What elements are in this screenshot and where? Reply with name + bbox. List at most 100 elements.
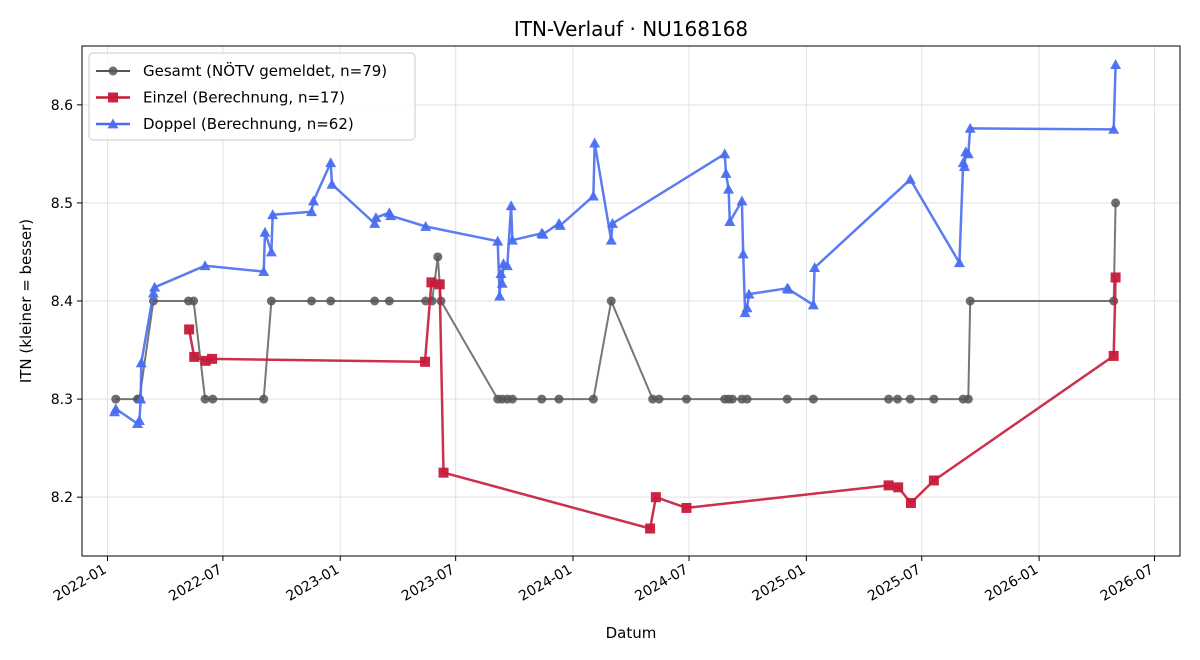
- data-point: [905, 394, 915, 404]
- data-point: [199, 260, 211, 271]
- data-point: [681, 502, 692, 513]
- legend-swatch-marker: [107, 118, 119, 129]
- data-point: [607, 218, 619, 228]
- data-point: [307, 195, 319, 206]
- data-point: [266, 296, 276, 306]
- legend-swatch-marker: [108, 92, 118, 103]
- legend-label: Gesamt (NÖTV gemeldet, n=79): [143, 61, 387, 80]
- data-point: [133, 415, 145, 426]
- data-point: [964, 122, 976, 133]
- data-point: [963, 394, 973, 404]
- data-point: [650, 492, 661, 503]
- legend-item: Gesamt (NÖTV gemeldet, n=79): [96, 61, 387, 80]
- data-point: [110, 403, 122, 414]
- y-axis-label: ITN (kleiner = besser): [17, 219, 35, 383]
- series-square: [184, 272, 1121, 534]
- legend-label: Doppel (Berechnung, n=62): [143, 115, 354, 133]
- data-point: [554, 394, 564, 404]
- data-point: [537, 228, 549, 239]
- data-point: [369, 218, 381, 228]
- data-point: [506, 234, 518, 245]
- data-point: [1109, 296, 1119, 306]
- x-tick-label: 2022-07: [166, 562, 225, 605]
- data-point: [370, 212, 382, 223]
- data-point: [370, 296, 380, 306]
- data-point: [782, 394, 792, 404]
- data-point: [189, 351, 200, 362]
- data-point: [741, 302, 753, 313]
- legend-box: [88, 52, 416, 141]
- axes: 2022-01 2022-07 2023-01 2023-07 2024-01 2024-…: [51, 98, 1157, 605]
- data-point: [1108, 350, 1119, 361]
- data-point: [149, 281, 161, 292]
- data-point: [654, 394, 664, 404]
- y-tick-label: 8.6: [51, 98, 73, 114]
- data-point: [736, 195, 748, 206]
- data-point: [325, 157, 337, 168]
- data-point: [111, 394, 121, 404]
- data-point: [307, 296, 317, 306]
- x-tick-label: 2023-01: [284, 562, 343, 605]
- data-point: [200, 394, 210, 404]
- data-point: [384, 296, 394, 306]
- data-point: [495, 268, 507, 278]
- x-axis-label: Datum: [606, 624, 657, 642]
- data-point: [385, 210, 397, 221]
- x-tick-label: 2025-01: [750, 562, 809, 605]
- data-point: [928, 475, 939, 486]
- data-point: [433, 252, 443, 262]
- data-point: [496, 277, 508, 288]
- data-point: [742, 394, 752, 404]
- data-point: [737, 248, 749, 259]
- y-tick-label: 8.5: [51, 196, 73, 212]
- data-point: [259, 226, 271, 237]
- data-point: [893, 482, 904, 493]
- data-point: [720, 168, 732, 178]
- data-point: [326, 178, 338, 189]
- data-point: [723, 183, 735, 194]
- data-point: [135, 393, 147, 404]
- x-tick-label: 2023-07: [399, 562, 458, 605]
- data-point: [207, 353, 218, 364]
- legend-item: Doppel (Berechnung, n=62): [96, 115, 354, 133]
- legend-label: Einzel (Berechnung, n=17): [143, 89, 345, 107]
- data-point: [494, 290, 506, 301]
- data-point: [438, 467, 449, 478]
- data-point: [208, 394, 218, 404]
- data-point: [505, 200, 517, 211]
- data-point: [884, 394, 894, 404]
- data-point: [135, 357, 147, 368]
- y-tick-label: 8.4: [51, 294, 73, 310]
- y-tick-label: 8.2: [51, 490, 73, 506]
- data-point: [200, 355, 211, 366]
- data-point: [645, 523, 656, 534]
- data-point: [905, 498, 916, 509]
- data-point: [962, 148, 974, 159]
- data-point: [893, 394, 903, 404]
- data-point: [588, 394, 598, 404]
- data-point: [724, 216, 736, 226]
- series-triangle: [109, 59, 1122, 428]
- data-point: [807, 299, 819, 310]
- x-tick-label: 2026-01: [982, 562, 1041, 605]
- data-point: [537, 394, 547, 404]
- data-point: [306, 206, 318, 217]
- data-point: [189, 296, 199, 306]
- x-tick-label: 2026-07: [1098, 562, 1157, 605]
- data-point: [326, 296, 336, 306]
- data-point: [147, 287, 159, 298]
- data-point: [958, 161, 970, 172]
- data-point: [883, 480, 894, 491]
- x-tick-label: 2022-01: [51, 562, 110, 605]
- data-point: [434, 279, 445, 290]
- data-point: [589, 137, 601, 148]
- data-point: [1110, 59, 1122, 70]
- data-point: [421, 296, 431, 306]
- data-point: [782, 283, 794, 294]
- x-tick-label: 2024-01: [516, 562, 575, 605]
- data-point: [184, 324, 195, 335]
- data-point: [420, 356, 431, 367]
- data-point: [258, 266, 270, 276]
- y-tick-label: 8.3: [51, 392, 73, 408]
